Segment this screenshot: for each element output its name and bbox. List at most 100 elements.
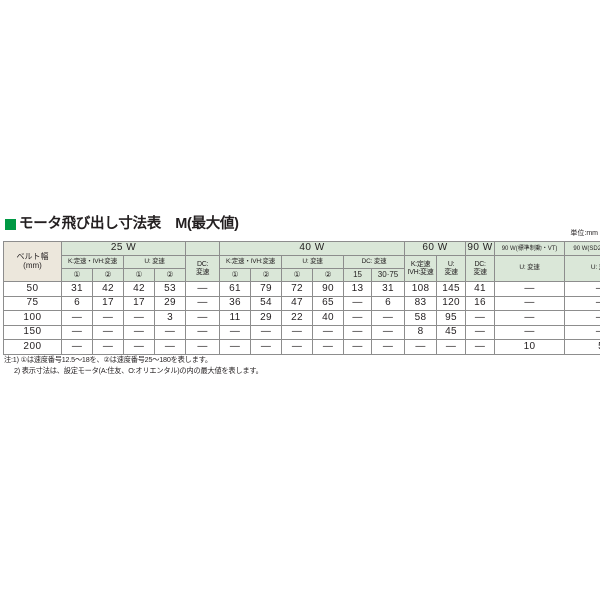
index-40w-u-2: ② [312, 268, 345, 282]
cell: 5 [564, 339, 600, 355]
subheader-25w-k-ivh: K:定速・IVH:変速 [61, 255, 124, 269]
cell: — [494, 310, 566, 326]
cell: 61 [219, 281, 252, 297]
cell: — [343, 324, 373, 341]
table-row: 200 — — — — — — — — — — — — — — 10 5 [3, 339, 600, 355]
cell: 58 [404, 310, 438, 326]
cell: — [465, 324, 496, 341]
cell: 31 [371, 281, 406, 297]
subheader-60w-k-line1: K:定速 [410, 261, 431, 269]
cell: — [465, 339, 496, 355]
cell: 40 [312, 310, 345, 326]
cell: — [371, 339, 406, 355]
cell: 6 [371, 295, 406, 312]
cell: — [281, 339, 314, 355]
cell: — [185, 310, 221, 326]
cell: 72 [281, 281, 314, 297]
footnote-1: 注:1) ①は速度番号12.5～18を、②は速度番号25～180を表します。 [4, 355, 212, 364]
subheader-40w-u: U: 変速 [281, 255, 345, 269]
subheader-25w-u: U: 変速 [122, 255, 187, 269]
cell: — [343, 295, 373, 312]
subheader-25w-dc-line1: DC: [196, 261, 209, 269]
spec-table-container: ベルト幅 (mm) 25 W 40 W 60 W 90 W 90 W(標準制動・… [3, 241, 600, 355]
index-40w-dc-15: 15 [343, 268, 373, 282]
index-25w-u-2: ② [153, 268, 187, 282]
cell: 6 [61, 295, 93, 312]
cell: — [123, 339, 155, 355]
subheader-90w-dc-line2: 変速 [473, 268, 487, 276]
group-header-90w-standard-brake-vt: 90 W(標準制動・VT) [494, 241, 566, 256]
cell: 53 [153, 281, 187, 297]
cell: 29 [250, 310, 283, 326]
cell: — [494, 324, 566, 341]
subheader-60w-u-line2: 変速 [444, 268, 458, 276]
row-label-belt-width: 50 [3, 281, 62, 297]
subheader-40w-k-ivh: K:定速・IVH:変速 [219, 255, 283, 269]
cell: 10 [494, 339, 566, 355]
motor-protrusion-dimension-table: ベルト幅 (mm) 25 W 40 W 60 W 90 W 90 W(標準制動・… [3, 241, 600, 355]
cell: 31 [61, 281, 93, 297]
cell: 83 [404, 295, 438, 312]
cell: — [494, 295, 566, 312]
group-header-90w: 90 W [465, 241, 496, 256]
cell: — [123, 324, 155, 341]
cell: — [564, 324, 600, 341]
subheader-90w-standard-u: U: 変速 [494, 255, 566, 282]
index-25w-k-2: ② [92, 268, 124, 282]
cell: — [250, 324, 283, 341]
subheader-60w-u: U: 変速 [436, 255, 467, 282]
cell: — [564, 295, 600, 312]
cell: 90 [312, 281, 345, 297]
table-group-header-row: ベルト幅 (mm) 25 W 40 W 60 W 90 W 90 W(標準制動・… [3, 241, 600, 282]
subheader-60w-k-ivh: K:定速 IVH:変速 [404, 255, 438, 282]
cell: — [312, 339, 345, 355]
table-subgroup-header-row: K:定速・IVH:変速 U: 変速 DC: 変速 K:定速・IVH:変速 U: … [4, 255, 600, 282]
cell: — [185, 339, 221, 355]
index-25w-k-1: ① [61, 268, 93, 282]
cell: 29 [153, 295, 187, 312]
cell: — [281, 324, 314, 341]
row-label-belt-width: 150 [3, 324, 62, 341]
group-header-25w-dc-spacer [185, 241, 221, 256]
cell: — [92, 339, 124, 355]
cell: 17 [123, 295, 155, 312]
corner-label-line2: (mm) [23, 260, 42, 270]
cell: — [465, 310, 496, 326]
cell: 108 [404, 281, 438, 297]
cell: 42 [123, 281, 155, 297]
group-header-25w: 25 W [60, 241, 187, 256]
cell: — [219, 339, 252, 355]
subheader-40w-dc: DC: 変速 [343, 255, 406, 269]
group-header-90w-sd2-brake-vt: 90 W(SD2制動・VT) [564, 241, 600, 256]
cell: — [564, 281, 600, 297]
cell: 3 [153, 310, 187, 326]
cell: 11 [219, 310, 252, 326]
cell: — [92, 324, 124, 341]
cell: 8 [404, 324, 438, 341]
subheader-60w-u-line1: U: [447, 261, 455, 269]
cell: — [185, 324, 221, 341]
subheader-25w-dc: DC: 変速 [185, 255, 221, 282]
index-25w-u-1: ① [123, 268, 155, 282]
index-40w-u-1: ① [281, 268, 314, 282]
cell: 45 [436, 324, 467, 341]
table-index-header-row: ① ② ① ② ① ② ① ② 15 30·75 [4, 268, 600, 282]
cell: 22 [281, 310, 314, 326]
page-title: モータ飛び出し寸法表 M(最大値) [19, 216, 239, 232]
cell: 65 [312, 295, 345, 312]
row-label-belt-width: 75 [3, 295, 62, 312]
cell: — [185, 295, 221, 312]
cell: 36 [219, 295, 252, 312]
group-header-40w: 40 W [219, 241, 406, 256]
table-row: 100 — — — 3 — 11 29 22 40 — — 58 95 — — [3, 310, 600, 326]
cell: — [343, 310, 373, 326]
cell: 17 [92, 295, 124, 312]
subheader-90w-dc-line1: DC: [474, 261, 486, 269]
subheader-60w-k-line2: IVH:変速 [407, 268, 434, 276]
row-label-belt-width: 200 [3, 339, 62, 355]
cell: 54 [250, 295, 283, 312]
cell: — [250, 339, 283, 355]
table-body: 50 31 42 42 53 — 61 79 72 90 13 31 108 1… [3, 281, 600, 355]
cell: 145 [436, 281, 467, 297]
